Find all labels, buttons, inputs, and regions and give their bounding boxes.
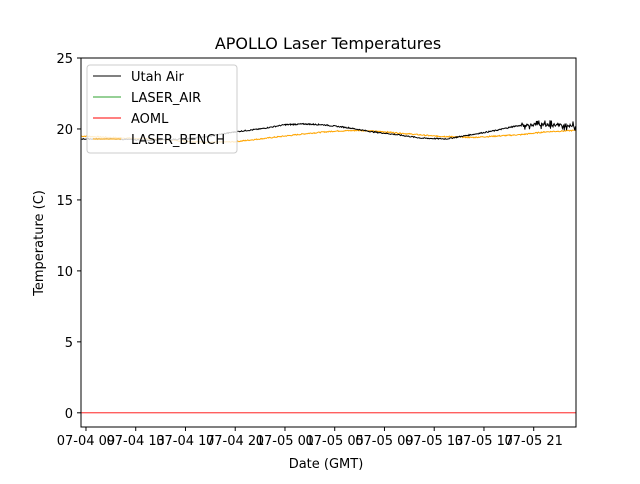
axes-frame (80, 57, 577, 428)
x-axis-label: Date (GMT) (289, 457, 364, 472)
y-tick-label: 20 (56, 123, 73, 138)
x-tick-label: 07-05 05 (305, 434, 363, 449)
legend-label: Utah Air (131, 70, 184, 85)
legend: Utah Air LASER_AIR AOML LASER_BENCH (86, 64, 238, 154)
plot-area (81, 120, 576, 414)
legend-label: LASER_AIR (131, 91, 201, 106)
x-tick-label: 07-04 17 (156, 434, 214, 449)
legend-box (86, 64, 238, 154)
y-axis-label: Temperature (C) (32, 190, 47, 297)
x-tick-label: 07-05 09 (355, 434, 413, 449)
y-tick-label: 15 (56, 194, 73, 209)
chart-title: APOLLO Laser Temperatures (215, 34, 441, 53)
y-tick-label: 25 (56, 52, 73, 67)
x-tick-label: 07-05 21 (504, 434, 562, 449)
legend-label: AOML (131, 112, 169, 127)
x-tick-label: 07-04 21 (206, 434, 264, 449)
x-tick-label: 07-05 17 (455, 434, 513, 449)
legend-label: LASER_BENCH (131, 133, 225, 148)
y-tick-label: 5 (65, 336, 73, 351)
y-tick-label: 0 (65, 407, 73, 422)
x-tick-label: 07-05 13 (405, 434, 463, 449)
x-tick-label: 07-04 13 (106, 434, 164, 449)
y-tick-label: 10 (56, 265, 73, 280)
x-tick-label: 07-05 01 (256, 434, 314, 449)
x-tick-label: 07-04 09 (57, 434, 115, 449)
